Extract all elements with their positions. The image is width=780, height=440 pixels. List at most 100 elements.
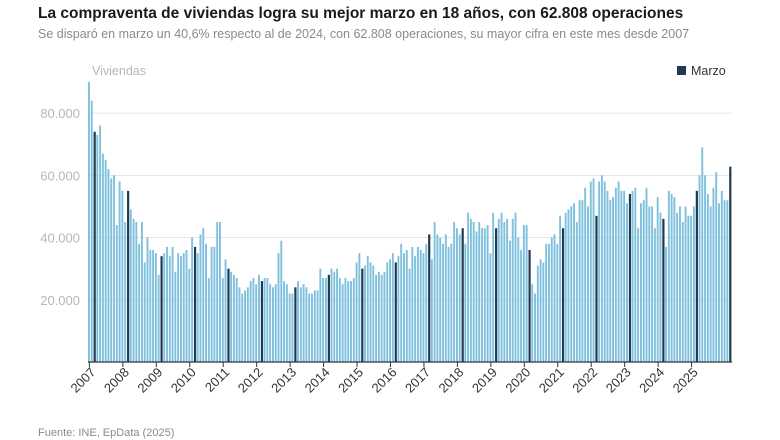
bar (553, 234, 556, 362)
bar (676, 212, 679, 362)
bar (400, 243, 403, 362)
bar (101, 153, 104, 362)
bar (180, 256, 182, 362)
bar (143, 262, 146, 362)
bar (299, 287, 302, 362)
y-tick-label: 60.000 (40, 168, 80, 183)
bar (311, 293, 313, 362)
bar (115, 225, 118, 362)
bar (508, 240, 511, 362)
bar-march (528, 250, 531, 362)
bar (199, 234, 202, 362)
bar (567, 209, 570, 362)
bar (263, 278, 266, 362)
bar (152, 250, 155, 362)
bar (146, 237, 149, 362)
bar (283, 281, 286, 362)
bar (640, 203, 642, 362)
bar (129, 209, 132, 362)
bar (366, 256, 369, 362)
bar (718, 203, 720, 362)
bar (670, 194, 673, 362)
x-tick-label: 2014 (302, 365, 333, 396)
bar (330, 268, 333, 362)
bar (224, 259, 227, 362)
x-tick-label: 2007 (67, 365, 98, 396)
x-tick-label: 2008 (101, 365, 132, 396)
bar (213, 246, 216, 362)
bar (653, 228, 656, 362)
bar (578, 200, 581, 362)
bar (464, 243, 467, 362)
bar (338, 278, 341, 362)
bar (336, 268, 339, 362)
bar (458, 234, 461, 362)
bar-march (227, 268, 230, 362)
bar (539, 259, 542, 362)
bar (433, 222, 436, 362)
bar (648, 206, 651, 362)
x-tick-label: 2017 (402, 365, 433, 396)
bar (450, 243, 453, 362)
bar (673, 197, 676, 362)
bar (422, 253, 425, 362)
bar (581, 200, 584, 362)
bar (297, 281, 299, 362)
bar (230, 271, 233, 362)
bar (138, 243, 141, 362)
bar (642, 200, 645, 362)
bar (453, 222, 456, 362)
bar-march (127, 190, 130, 362)
bar (333, 271, 336, 362)
x-tick-label: 2015 (335, 365, 366, 396)
bar (503, 222, 506, 362)
bar (548, 243, 550, 362)
bar (104, 159, 107, 362)
y-tick-label: 20.000 (40, 293, 80, 308)
bar (288, 293, 291, 362)
legend: Marzo (677, 64, 726, 78)
bar (556, 243, 559, 362)
bar (612, 197, 615, 362)
bar (372, 265, 375, 362)
bar (486, 225, 489, 362)
bar-march (495, 228, 498, 362)
bar (478, 222, 481, 362)
bar (475, 231, 478, 362)
legend-swatch (677, 66, 686, 75)
bar (375, 274, 378, 362)
bar (419, 250, 422, 362)
y-axis-label: Viviendas (92, 64, 146, 78)
bar (383, 271, 386, 362)
bar (341, 284, 344, 362)
bar (313, 290, 316, 362)
bar (709, 206, 712, 362)
bar (258, 274, 260, 362)
bar (444, 234, 447, 362)
bar-march (428, 234, 431, 362)
bar (623, 190, 626, 362)
bar (531, 284, 534, 362)
bar (469, 218, 472, 362)
bar (196, 253, 199, 362)
bar (177, 253, 180, 362)
bar (135, 222, 138, 362)
bar (99, 125, 102, 362)
bar (403, 253, 405, 362)
bar (272, 287, 274, 362)
bar (511, 218, 514, 362)
bar (706, 194, 709, 362)
bar (238, 287, 241, 362)
bar (210, 246, 213, 362)
x-tick-label: 2009 (134, 365, 165, 396)
bar (497, 218, 500, 362)
x-tick-label: 2020 (502, 365, 533, 396)
bar (506, 218, 509, 362)
bar (347, 281, 350, 362)
bar (132, 218, 135, 362)
bar (500, 212, 503, 362)
bar (447, 246, 450, 362)
bar (391, 253, 394, 362)
bar (631, 190, 634, 362)
bar (255, 284, 258, 362)
